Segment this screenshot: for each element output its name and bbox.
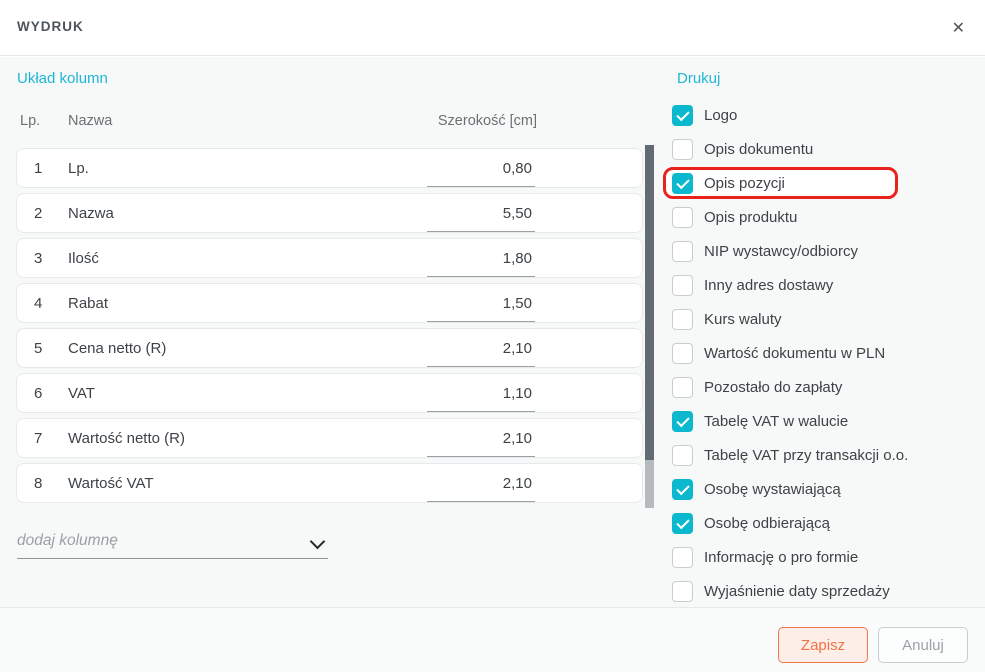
- row-number: 4: [34, 294, 43, 312]
- table-row: 1 Lp.: [16, 148, 643, 188]
- dialog-footer: Zapisz Anuluj: [0, 607, 985, 672]
- print-option[interactable]: Wyjaśnienie daty sprzedaży: [663, 574, 983, 608]
- add-column-placeholder: dodaj kolumnę: [17, 532, 118, 549]
- column-layout-heading: Układ kolumn: [17, 70, 108, 87]
- row-width-input[interactable]: [427, 379, 535, 412]
- checkbox[interactable]: [672, 206, 693, 228]
- print-heading: Drukuj: [677, 70, 721, 87]
- row-name: Nazwa: [68, 204, 114, 222]
- highlight-annotation: [663, 167, 898, 199]
- table-row: 2 Nazwa: [16, 193, 643, 233]
- row-width-input[interactable]: [427, 334, 535, 367]
- table-row: 5 Cena netto (R): [16, 328, 643, 368]
- row-name: VAT: [68, 384, 95, 402]
- row-number: 3: [34, 249, 43, 267]
- option-label: Kurs waluty: [704, 310, 782, 328]
- print-option[interactable]: Osobę wystawiającą: [663, 472, 983, 506]
- print-option[interactable]: Informację o pro formie: [663, 540, 983, 574]
- print-option[interactable]: Pozostało do zapłaty: [663, 370, 983, 404]
- row-name: Cena netto (R): [68, 339, 167, 357]
- row-name: Lp.: [68, 159, 89, 177]
- row-number: 7: [34, 429, 43, 447]
- checkbox[interactable]: [672, 478, 693, 500]
- print-option[interactable]: Opis pozycji: [663, 166, 983, 200]
- close-icon[interactable]: ✕: [951, 20, 965, 37]
- option-label: Opis produktu: [704, 208, 798, 226]
- option-label: Opis pozycji: [704, 174, 785, 192]
- checkbox[interactable]: [672, 546, 693, 568]
- print-option[interactable]: Tabelę VAT w walucie: [663, 404, 983, 438]
- option-label: Tabelę VAT w walucie: [704, 412, 849, 430]
- option-label: Opis dokumentu: [704, 140, 814, 158]
- print-option[interactable]: Wartość dokumentu w PLN: [663, 336, 983, 370]
- print-option[interactable]: Osobę odbierającą: [663, 506, 983, 540]
- dialog-title: WYDRUK: [17, 19, 84, 34]
- checkbox[interactable]: [672, 240, 693, 262]
- table-scrollbar-thumb[interactable]: [645, 145, 654, 460]
- row-width-input[interactable]: [427, 289, 535, 322]
- row-number: 5: [34, 339, 43, 357]
- row-number: 1: [34, 159, 43, 177]
- add-column-select[interactable]: dodaj kolumnę: [17, 528, 328, 559]
- column-header-name: Nazwa: [68, 113, 113, 129]
- checkbox[interactable]: [672, 104, 693, 126]
- table-row: 8 Wartość VAT: [16, 463, 643, 503]
- save-button[interactable]: Zapisz: [778, 627, 868, 663]
- cancel-button[interactable]: Anuluj: [878, 627, 968, 663]
- table-row: 3 Ilość: [16, 238, 643, 278]
- print-option[interactable]: Tabelę VAT przy transakcji o.o.: [663, 438, 983, 472]
- checkbox[interactable]: [672, 138, 693, 160]
- checkbox[interactable]: [672, 580, 693, 602]
- checkbox[interactable]: [672, 512, 693, 534]
- row-width-input[interactable]: [427, 424, 535, 457]
- table-scrollbar-track[interactable]: [645, 145, 654, 508]
- option-label: Pozostało do zapłaty: [704, 378, 843, 396]
- print-option[interactable]: Logo: [663, 98, 983, 132]
- checkbox[interactable]: [672, 308, 693, 330]
- chevron-down-icon: [310, 535, 324, 549]
- option-label: Tabelę VAT przy transakcji o.o.: [704, 446, 909, 464]
- print-option[interactable]: NIP wystawcy/odbiorcy: [663, 234, 983, 268]
- print-option[interactable]: Kurs waluty: [663, 302, 983, 336]
- row-name: Rabat: [68, 294, 109, 312]
- checkbox[interactable]: [672, 376, 693, 398]
- option-label: Informację o pro formie: [704, 548, 859, 566]
- row-number: 2: [34, 204, 43, 222]
- option-label: Wartość dokumentu w PLN: [704, 344, 886, 362]
- checkbox[interactable]: [672, 342, 693, 364]
- dialog-header: WYDRUK ✕: [0, 0, 985, 56]
- row-number: 8: [34, 474, 43, 492]
- row-width-input[interactable]: [427, 199, 535, 232]
- table-row: 6 VAT: [16, 373, 643, 413]
- column-header-lp: Lp.: [20, 113, 41, 129]
- row-width-input[interactable]: [427, 244, 535, 277]
- row-number: 6: [34, 384, 43, 402]
- print-options-list: Logo Opis dokumentu Opis pozycji Opis pr…: [663, 98, 983, 608]
- table-row: 4 Rabat: [16, 283, 643, 323]
- option-label: Osobę odbierającą: [704, 514, 830, 532]
- row-width-input[interactable]: [427, 469, 535, 502]
- print-option[interactable]: Opis produktu: [663, 200, 983, 234]
- checkbox[interactable]: [672, 172, 693, 194]
- option-label: NIP wystawcy/odbiorcy: [704, 242, 858, 260]
- option-label: Logo: [704, 106, 738, 124]
- row-name: Wartość VAT: [68, 474, 154, 492]
- option-label: Inny adres dostawy: [704, 276, 834, 294]
- option-label: Osobę wystawiającą: [704, 480, 841, 498]
- column-table-body: 1 Lp. 2 Nazwa 3 Ilość 4 Rabat 5 Cena net…: [16, 148, 643, 508]
- row-width-input[interactable]: [427, 154, 535, 187]
- print-option[interactable]: Inny adres dostawy: [663, 268, 983, 302]
- column-header-width: Szerokość [cm]: [437, 113, 537, 129]
- table-row: 7 Wartość netto (R): [16, 418, 643, 458]
- checkbox[interactable]: [672, 274, 693, 296]
- checkbox[interactable]: [672, 444, 693, 466]
- print-option[interactable]: Opis dokumentu: [663, 132, 983, 166]
- row-name: Wartość netto (R): [68, 429, 185, 447]
- row-name: Ilość: [68, 249, 99, 267]
- option-label: Wyjaśnienie daty sprzedaży: [704, 582, 890, 600]
- checkbox[interactable]: [672, 410, 693, 432]
